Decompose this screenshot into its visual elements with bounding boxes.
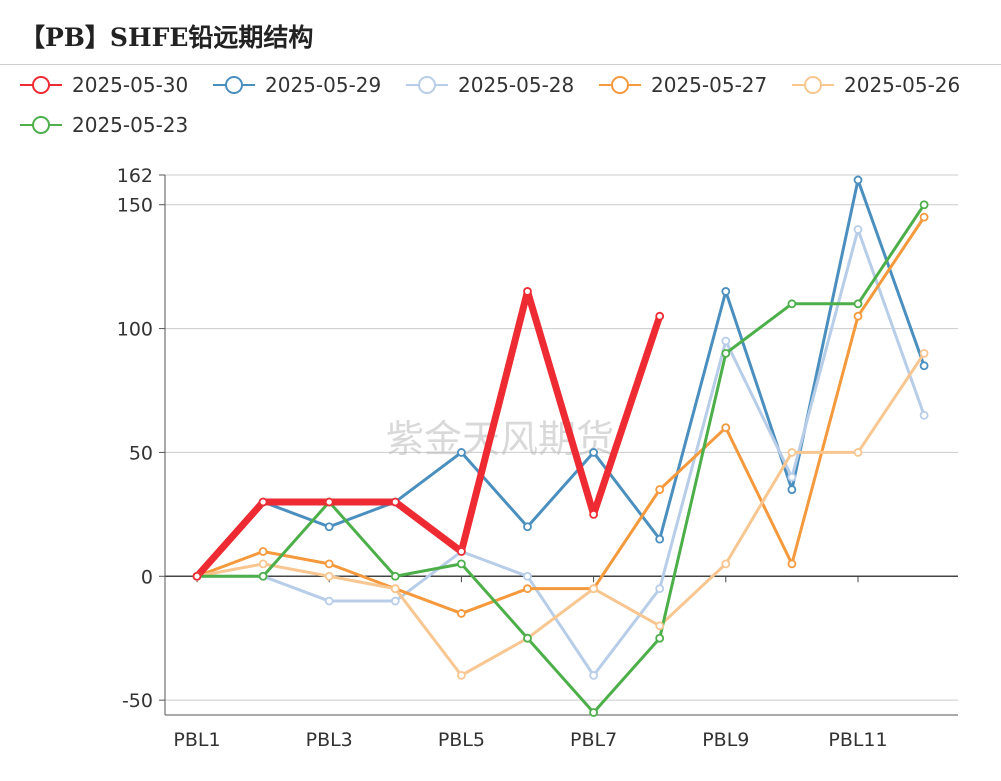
series-line (195, 351, 926, 677)
data-point (456, 559, 466, 569)
data-point (853, 311, 863, 321)
data-point (721, 423, 731, 433)
data-point (919, 410, 929, 420)
legend-label: 2025-05-29 (265, 73, 382, 97)
title-divider (0, 64, 1001, 65)
data-point (721, 287, 731, 296)
data-point (456, 448, 466, 457)
y-tick-label: 150 (117, 195, 153, 217)
series-line (195, 215, 926, 615)
data-point (853, 225, 863, 234)
x-tick-label: PBL9 (702, 729, 749, 751)
data-point (787, 472, 797, 482)
data-point (324, 497, 334, 507)
data-point (655, 534, 665, 544)
legend-item[interactable]: 2025-05-27 (597, 70, 767, 100)
data-point (523, 522, 532, 532)
legend-label: 2025-05-23 (72, 113, 189, 137)
series-line (193, 287, 664, 580)
data-point (390, 571, 400, 581)
data-point (523, 633, 532, 643)
legend-label: 2025-05-28 (458, 73, 575, 97)
data-point (456, 547, 466, 556)
data-point (258, 547, 268, 556)
data-point (787, 299, 797, 309)
legend-marker-icon (213, 76, 255, 94)
data-point (919, 348, 929, 358)
series-line (195, 178, 926, 578)
data-point (721, 336, 731, 346)
data-point (324, 596, 334, 606)
data-point (324, 571, 334, 581)
data-point (919, 200, 929, 210)
series-points (192, 175, 929, 717)
data-point (258, 559, 268, 569)
data-point (523, 287, 532, 296)
data-point (390, 497, 400, 507)
chart-title: 【PB】SHFE铅远期结构 (20, 23, 314, 52)
legend-marker-icon (20, 76, 62, 94)
series-lines (193, 178, 926, 715)
legend-label: 2025-05-27 (651, 73, 768, 97)
x-tick-label: PBL3 (306, 729, 353, 751)
data-point (523, 584, 532, 594)
data-point (853, 448, 863, 457)
legend-item[interactable]: 2025-05-23 (18, 110, 188, 140)
legend-item[interactable]: 2025-05-26 (790, 70, 960, 100)
data-point (655, 485, 665, 494)
data-point (324, 559, 334, 569)
x-tick-label: PBL1 (173, 729, 220, 751)
legend-marker-icon (406, 76, 448, 94)
data-point (390, 584, 400, 594)
data-point (787, 448, 797, 457)
data-point (390, 596, 400, 606)
data-point (655, 621, 665, 631)
y-tick-label: -50 (122, 690, 153, 712)
series-line (195, 227, 926, 677)
data-point (721, 348, 731, 358)
legend-label: 2025-05-26 (844, 73, 961, 97)
data-point (523, 571, 532, 581)
data-point (258, 571, 268, 581)
x-tick-label: PBL7 (570, 729, 617, 751)
data-point (589, 448, 598, 457)
series-line (195, 203, 926, 715)
legend-marker-icon (599, 76, 641, 94)
x-tick-label: PBL11 (828, 729, 887, 751)
legend-item[interactable]: 2025-05-28 (404, 70, 574, 100)
legend-marker-icon (792, 76, 834, 94)
data-point (456, 609, 466, 618)
y-tick-label: 50 (129, 442, 153, 464)
data-point (721, 559, 731, 569)
data-point (787, 559, 797, 569)
data-point (456, 670, 466, 680)
data-point (853, 175, 863, 185)
axes: -50 0 50 100 150 162 PBL1 PBL3 PBL5 PBL7 PBL9 PBL11 (117, 165, 958, 751)
data-point (655, 311, 665, 321)
x-tick-label: PBL5 (438, 729, 485, 751)
data-point (589, 584, 598, 594)
data-point (258, 497, 268, 507)
data-point (787, 485, 797, 494)
y-tick-label: 100 (117, 319, 153, 341)
y-tick-label: 162 (117, 165, 153, 187)
watermark: 紫金天风期货 (386, 417, 614, 461)
data-point (192, 571, 202, 581)
data-point (589, 708, 598, 717)
data-point (919, 212, 929, 222)
legend-item[interactable]: 2025-05-29 (211, 70, 381, 100)
legend-item[interactable]: 2025-05-30 (18, 70, 188, 100)
legend-label: 2025-05-30 (72, 73, 189, 97)
data-point (589, 509, 598, 519)
data-point (589, 670, 598, 680)
y-tick-label: 0 (141, 566, 153, 588)
data-point (919, 361, 929, 371)
data-point (853, 299, 863, 309)
legend-marker-icon (20, 116, 62, 134)
data-point (655, 633, 665, 643)
data-point (324, 522, 334, 532)
data-point (655, 584, 665, 594)
